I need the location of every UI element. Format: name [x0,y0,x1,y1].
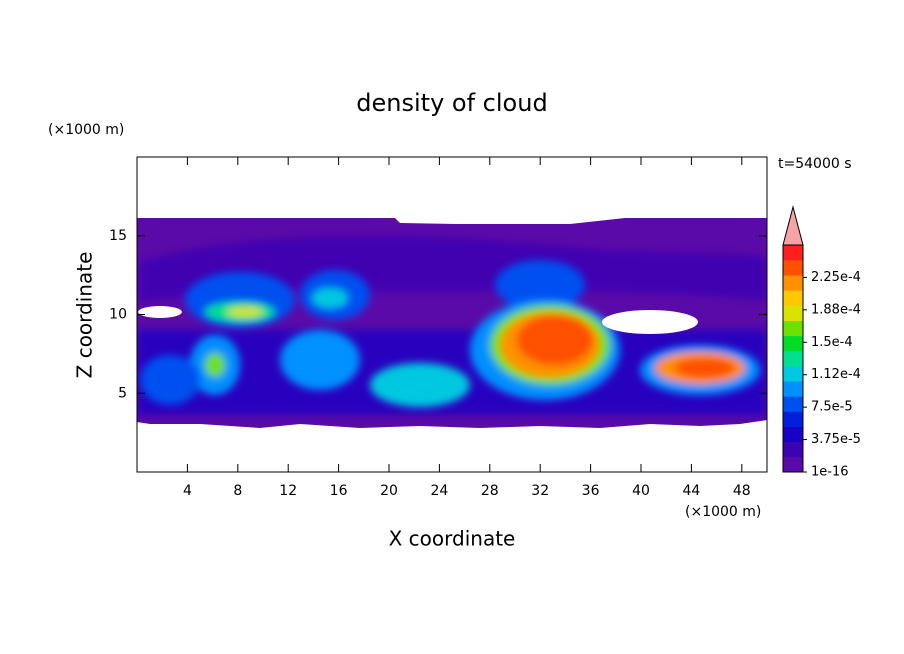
colorbar-band [783,381,803,397]
cloud-field [137,218,767,428]
x-tick-label: 24 [430,483,448,499]
field-gap [602,310,698,334]
colorbar-band [783,305,803,321]
x-tick-label: 16 [330,483,348,499]
y-tick-label: 10 [109,307,127,323]
field-gap [138,306,182,318]
x-tick-label: 32 [531,483,549,499]
colorbar-band [783,396,803,412]
y-axis-label: Z coordinate [73,252,97,379]
colorbar-band [783,275,803,291]
colorbar-frame [782,244,804,473]
colorbar-label: 1.12e-4 [811,367,861,382]
colorbar-label: 7.5e-5 [811,400,853,415]
field-blobs [140,260,760,407]
colorbar-label: 1e-16 [811,465,849,480]
x-tick-label: 44 [682,483,700,499]
colorbar-band [783,260,803,276]
x-tick-label: 20 [380,483,398,499]
colorbar-band [783,245,803,261]
colorbar-band [783,290,803,306]
colorbar-band [783,366,803,382]
colorbar-label: 2.25e-4 [811,270,861,285]
x-tick-label: 48 [733,483,751,499]
x-tick-label: 12 [279,483,297,499]
x-unit: (×1000 m) [685,504,761,520]
colorbar-label: 3.75e-5 [811,432,861,447]
x-tick-label: 4 [183,483,192,499]
y-unit: (×1000 m) [48,122,124,138]
colorbar-band [783,411,803,427]
x-axis-label: X coordinate [389,527,516,551]
annotation: t=54000 s [778,156,852,172]
colorbar-label: 1.5e-4 [811,335,853,350]
colorbar-extend [782,205,804,246]
colorbar-band [783,350,803,367]
y-tick-label: 15 [109,228,127,244]
x-tick-label: 40 [632,483,650,499]
colorbar-band [783,320,803,337]
colorbar-band [783,335,803,352]
colorbar-band [783,456,803,473]
x-tick-label: 8 [233,483,242,499]
field-layer [140,235,767,300]
y-tick-label: 5 [118,385,127,401]
x-tick-label: 36 [582,483,600,499]
x-tick-label: 28 [481,483,499,499]
colorbar-band [783,441,803,458]
colorbar-label: 1.88e-4 [811,302,861,317]
chart-title: density of cloud [356,89,547,117]
colorbar-band [783,426,803,443]
